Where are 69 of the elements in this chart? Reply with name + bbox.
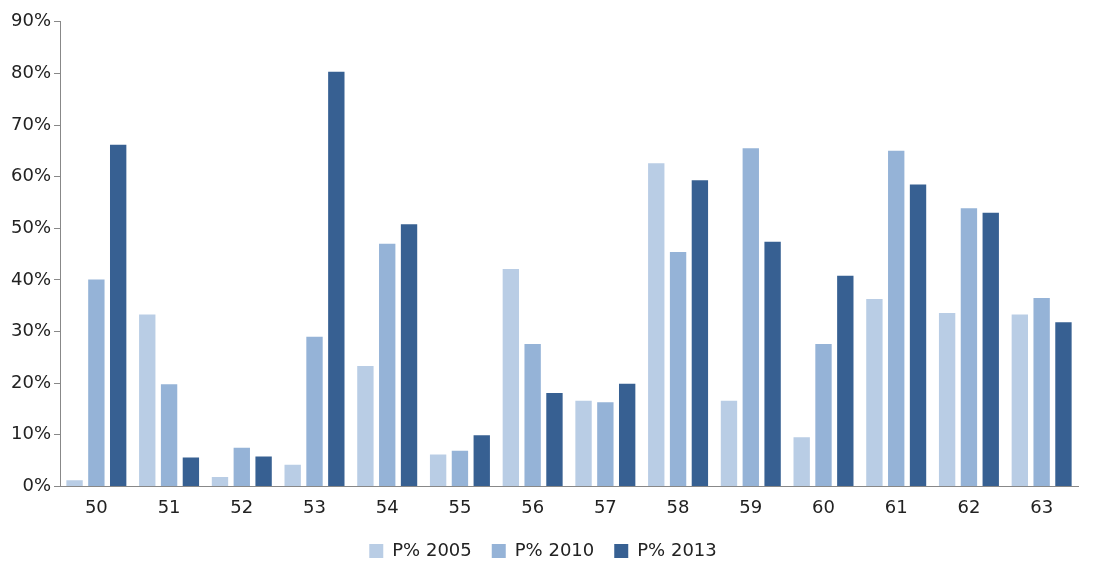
bar xyxy=(764,241,781,486)
x-tick-label: 53 xyxy=(303,495,326,517)
x-tick-label: 52 xyxy=(230,495,254,517)
bar xyxy=(328,71,345,486)
bar xyxy=(888,150,905,486)
x-tick-label: 51 xyxy=(157,495,181,517)
bar xyxy=(1011,314,1029,486)
bar xyxy=(720,400,738,486)
bar xyxy=(255,456,272,486)
bar xyxy=(597,402,614,486)
x-tick-label: 54 xyxy=(375,495,399,517)
bar xyxy=(182,457,200,486)
bar xyxy=(110,144,127,486)
x-tick-label: 56 xyxy=(521,495,545,517)
legend-label: P% 2013 xyxy=(637,538,717,560)
x-tick-label: 55 xyxy=(448,495,472,517)
bar xyxy=(691,180,709,486)
bar xyxy=(233,447,250,486)
x-tick-label: 61 xyxy=(884,495,908,517)
bar xyxy=(357,366,374,486)
bar xyxy=(793,437,810,486)
y-tick-label: 20% xyxy=(10,370,52,392)
bar xyxy=(284,464,301,486)
y-tick-label: 60% xyxy=(10,164,52,186)
y-tick-label: 0% xyxy=(22,474,52,496)
bar xyxy=(938,312,956,486)
bar xyxy=(400,224,418,486)
y-tick-label: 90% xyxy=(10,9,52,31)
bar xyxy=(139,314,156,486)
bar xyxy=(502,269,520,486)
bar xyxy=(160,384,178,486)
bar xyxy=(982,212,999,486)
bar xyxy=(619,383,636,486)
bar xyxy=(379,243,396,486)
bar xyxy=(451,450,469,486)
legend-label: P% 2005 xyxy=(392,538,472,560)
x-tick-label: 59 xyxy=(739,495,763,517)
bar xyxy=(960,208,978,486)
y-tick-label: 40% xyxy=(10,267,52,289)
y-tick-label: 50% xyxy=(10,215,52,237)
bar xyxy=(524,343,541,486)
x-tick-label: 63 xyxy=(1030,495,1054,517)
y-tick-label: 30% xyxy=(10,319,52,341)
x-tick-label: 62 xyxy=(957,495,981,517)
bar xyxy=(742,148,759,486)
bar xyxy=(429,454,447,486)
bar xyxy=(1033,297,1050,486)
y-tick-label: 10% xyxy=(10,422,52,444)
bar xyxy=(66,480,83,486)
x-tick-label: 60 xyxy=(812,495,835,517)
bar xyxy=(837,275,854,486)
bar xyxy=(575,400,592,486)
bar xyxy=(306,336,323,486)
bar xyxy=(473,435,490,486)
bar xyxy=(648,163,665,486)
bar xyxy=(88,279,105,486)
bar xyxy=(1055,322,1072,486)
bar xyxy=(866,299,883,486)
bar xyxy=(546,392,563,486)
bar xyxy=(669,252,687,486)
y-tick-label: 70% xyxy=(10,112,52,134)
x-tick-label: 50 xyxy=(84,495,108,517)
legend-label: P% 2010 xyxy=(514,538,595,560)
bar xyxy=(909,184,927,486)
bar xyxy=(211,477,229,486)
x-tick-label: 58 xyxy=(666,495,690,517)
y-tick-label: 80% xyxy=(10,61,52,83)
x-tick-label: 57 xyxy=(593,495,617,517)
bar xyxy=(815,343,832,486)
